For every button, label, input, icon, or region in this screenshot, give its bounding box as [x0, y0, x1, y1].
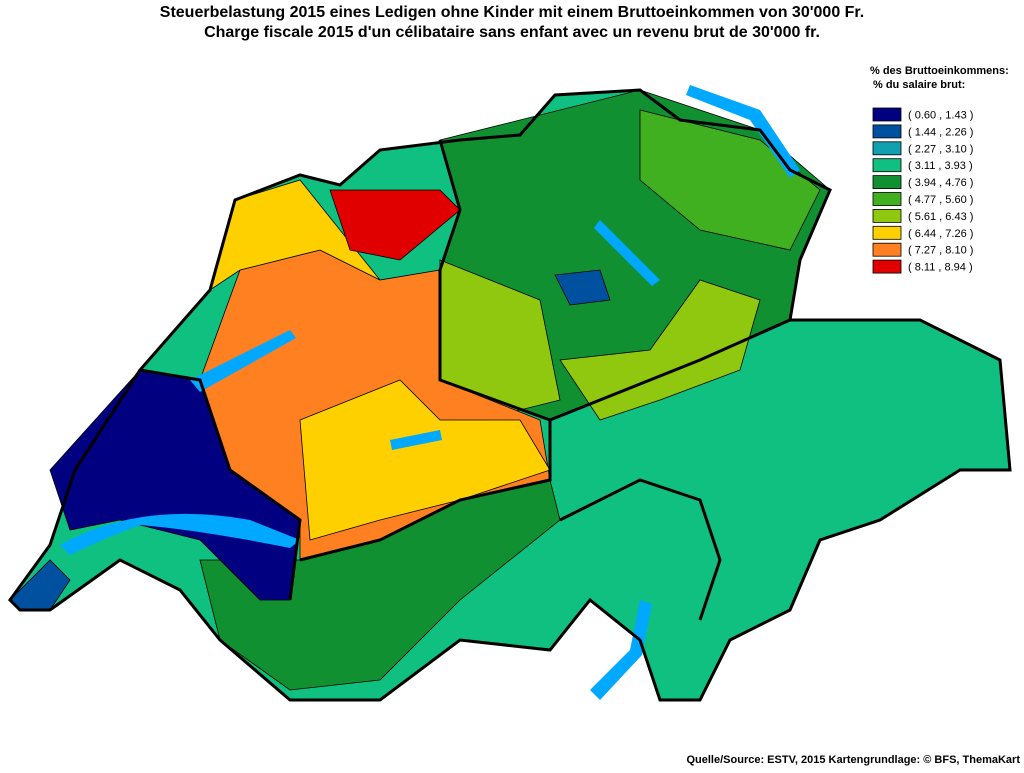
legend-label: ( 8.11 , 8.94 ) — [908, 262, 973, 274]
region — [639, 109, 821, 251]
legend-swatch — [872, 259, 902, 274]
legend-title: % des Bruttoeinkommens: — [870, 65, 1009, 77]
region — [554, 269, 611, 306]
source: Quelle/Source: ESTV, 2015 Kartengrundlag… — [686, 754, 1020, 766]
canton-border — [559, 478, 722, 621]
lake — [60, 513, 300, 555]
lake — [190, 330, 296, 392]
legend-swatch — [872, 124, 902, 139]
title-line: Charge fiscale 2015 d'un célibataire san… — [204, 24, 820, 41]
legend-label: ( 4.77 , 5.60 ) — [908, 194, 973, 206]
legend-label: ( 7.27 , 8.10 ) — [908, 245, 973, 257]
region — [559, 279, 761, 421]
legend-swatch — [872, 225, 902, 240]
legend-swatch — [872, 192, 902, 206]
legend-label: ( 2.27 , 3.10 ) — [908, 143, 973, 155]
legend-swatch — [872, 242, 902, 257]
title-line: Steuerbelastung 2015 eines Ledigen ohne … — [160, 4, 864, 21]
lake — [594, 220, 660, 286]
legend-swatch — [872, 175, 902, 190]
region — [329, 189, 461, 261]
country-border — [8, 88, 1012, 702]
legend-swatch — [872, 158, 902, 173]
map — [8, 85, 1012, 702]
legend-label: ( 3.11 , 3.93 ) — [908, 160, 973, 172]
legend-title: % du salaire brut: — [873, 79, 965, 91]
legend-swatch — [872, 107, 902, 122]
legend-label: ( 6.44 , 7.26 ) — [908, 228, 973, 240]
legend-swatch — [872, 141, 902, 156]
canton-border — [139, 368, 302, 601]
lake — [390, 430, 442, 450]
canton-border — [549, 318, 791, 422]
legend: ( 0.60 , 1.43 ) ( 1.44 , 2.26 ) ( 2.27 , 3… — [872, 107, 973, 274]
legend-label: ( 0.60 , 1.43 ) — [908, 110, 973, 122]
legend-label: ( 3.94 , 4.76 ) — [908, 177, 973, 189]
legend-label: ( 5.61 , 6.43 ) — [908, 211, 973, 223]
legend-swatch — [872, 208, 902, 223]
lake — [590, 600, 652, 700]
legend-label: ( 1.44 , 2.26 ) — [908, 126, 973, 138]
